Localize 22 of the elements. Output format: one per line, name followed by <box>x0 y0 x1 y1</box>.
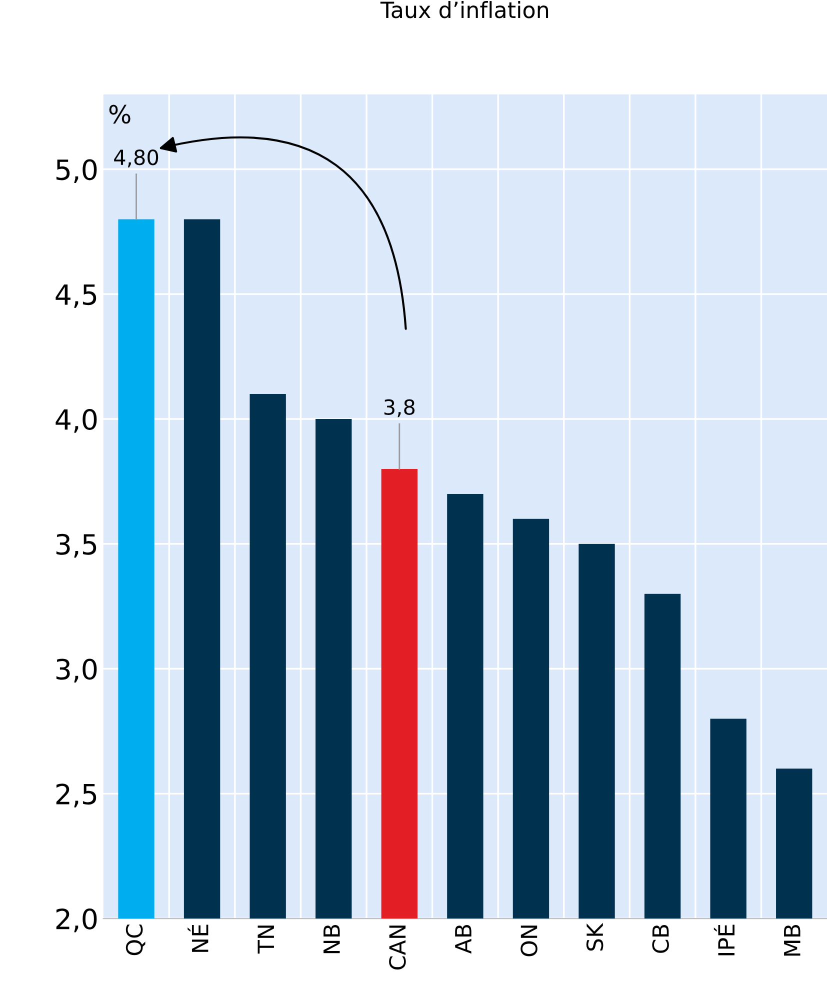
y-tick-label: 5,0 <box>56 159 97 184</box>
x-tick-label: TN <box>258 926 274 954</box>
x-tick-label: MB <box>784 924 800 956</box>
y-tick-label: 4,5 <box>56 284 96 308</box>
data-label: 4,80 <box>114 149 158 168</box>
y-tick-label: 3,5 <box>56 534 96 558</box>
y-axis-title: % <box>109 104 130 124</box>
x-tick-label: AB <box>455 924 472 954</box>
x-tick-label: QC <box>126 924 146 956</box>
chart-title: Taux d’inflation <box>380 1 548 18</box>
x-tick-label: NÉ <box>188 924 208 952</box>
x-tick-label: CAN <box>389 926 406 970</box>
y-tick-label: 3,0 <box>56 658 97 683</box>
y-tick-label: 2,0 <box>56 908 97 932</box>
x-tick-label: ON <box>520 926 538 956</box>
x-tick-label: NB <box>324 924 340 954</box>
y-tick-label: 2,5 <box>56 784 96 808</box>
y-tick-label: 4,0 <box>56 408 97 433</box>
data-label: 3,8 <box>384 399 415 418</box>
x-tick-label: CB <box>652 924 669 953</box>
x-tick-label: SK <box>586 922 604 951</box>
x-tick-label: IPÉ <box>714 924 734 956</box>
